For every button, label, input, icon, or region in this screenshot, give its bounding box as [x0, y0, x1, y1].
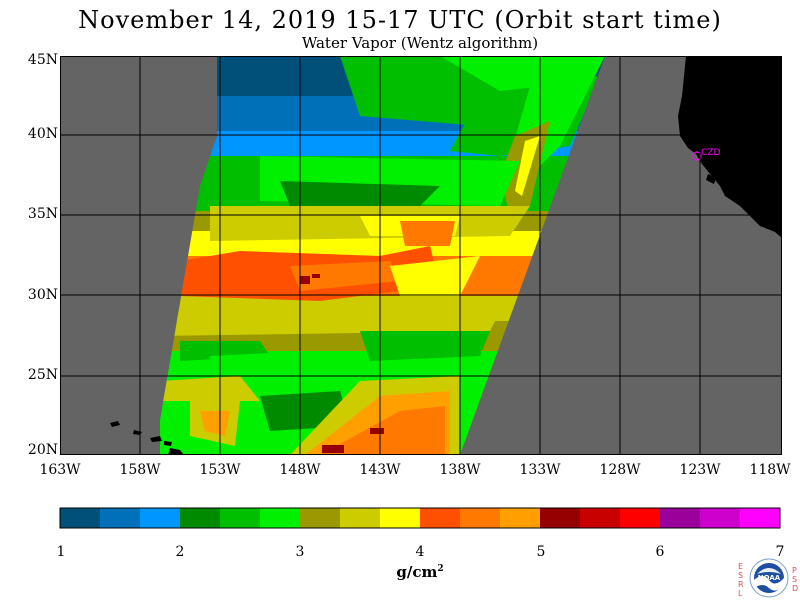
colorbar-swatch — [300, 508, 341, 528]
lon-label: 123W — [679, 462, 721, 478]
colorbar-swatch — [220, 508, 261, 528]
lon-label: 163W — [39, 462, 81, 478]
colorbar-label: 2 — [175, 544, 185, 560]
map-frame — [60, 56, 782, 455]
colorbar-swatch — [180, 508, 221, 528]
colorbar-swatch — [460, 508, 501, 528]
chart-title: November 14, 2019 15-17 UTC (Orbit start… — [78, 6, 722, 34]
colorbar-swatch — [540, 508, 581, 528]
logo-letter: P — [792, 566, 797, 575]
colorbar-swatch — [500, 508, 541, 528]
colorbar-label: 5 — [536, 544, 546, 560]
lat-label: 45N — [27, 52, 58, 68]
station-label: CZD — [701, 148, 720, 158]
lat-label: 35N — [27, 206, 58, 222]
station-marker — [692, 151, 702, 161]
noaa-logo: E S R L P S D NOAA — [736, 556, 800, 600]
map-grid — [60, 56, 782, 455]
colorbar-swatch — [260, 508, 301, 528]
chart-subtitle: Water Vapor (Wentz algorithm) — [301, 34, 539, 52]
colorbar-swatch — [700, 508, 741, 528]
colorbar-swatch — [660, 508, 701, 528]
logo-letter: L — [738, 589, 743, 598]
noaa-emblem: NOAA — [749, 558, 789, 598]
logo-letter: E — [738, 562, 744, 571]
lon-label: 143W — [359, 462, 401, 478]
colorbar-swatch — [620, 508, 661, 528]
colorbar-label: 3 — [295, 544, 305, 560]
lat-label: 40N — [27, 126, 58, 142]
colorbar-swatch — [580, 508, 621, 528]
colorbar-frame — [59, 507, 781, 529]
colorbar-label: 1 — [56, 544, 66, 560]
colorbar — [59, 507, 781, 529]
logo-letter: R — [738, 580, 744, 589]
colorbar-swatch — [740, 508, 781, 528]
lon-label: 153W — [199, 462, 241, 478]
logo-letter: D — [792, 584, 799, 593]
lon-label: 158W — [119, 462, 161, 478]
water-vapor-map: CZD — [60, 56, 782, 455]
lat-label: 30N — [27, 287, 58, 303]
land-mass — [706, 174, 716, 184]
lon-label: 138W — [439, 462, 481, 478]
colorbar-units: g/cm2 — [380, 563, 460, 581]
land-mass — [678, 56, 782, 238]
lon-label: 148W — [279, 462, 321, 478]
colorbar-swatch — [140, 508, 181, 528]
colorbar-swatch — [380, 508, 421, 528]
colorbar-label: 6 — [655, 544, 665, 560]
colorbar-swatch — [340, 508, 381, 528]
units-exponent: 2 — [437, 564, 444, 574]
lat-label: 25N — [27, 367, 58, 383]
logo-letter: S — [738, 571, 744, 580]
units-text: g/cm — [396, 563, 438, 581]
colorbar-swatch — [100, 508, 141, 528]
lon-label: 133W — [519, 462, 561, 478]
hawaiian-islands — [110, 421, 184, 455]
colorbar-swatch — [420, 508, 461, 528]
lon-label: 118W — [749, 462, 791, 478]
colorbar-swatch — [60, 508, 101, 528]
colorbar-label: 7 — [775, 544, 785, 560]
logo-name: NOAA — [758, 574, 781, 582]
logo-letter: S — [792, 575, 798, 584]
lat-label: 20N — [27, 442, 58, 458]
colorbar-label: 4 — [415, 544, 425, 560]
lon-label: 128W — [599, 462, 641, 478]
